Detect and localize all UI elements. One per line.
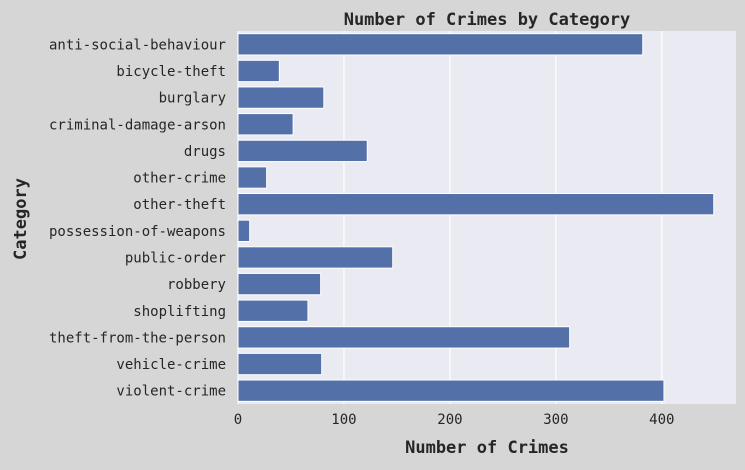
y-tick-label: possession-of-weapons xyxy=(49,224,226,240)
bar-other-crime xyxy=(237,166,268,189)
x-tick-label: 300 xyxy=(543,412,568,428)
bar-drugs xyxy=(237,139,368,163)
y-tick-label: anti-social-behaviour xyxy=(49,37,226,53)
y-tick-label: theft-from-the-person xyxy=(49,330,226,346)
y-tick-label: drugs xyxy=(184,144,226,160)
bar-possession-of-weapons xyxy=(237,219,251,242)
bar-public-order xyxy=(237,246,394,269)
y-tick-labels: anti-social-behaviour bicycle-theft burgla… xyxy=(49,37,226,399)
y-tick-label: vehicle-crime xyxy=(116,357,226,373)
bar-robbery xyxy=(237,272,322,296)
bar-shoplifting xyxy=(237,299,309,322)
x-tick-label: 200 xyxy=(437,412,462,428)
bar-violent-crime xyxy=(237,379,665,402)
y-tick-label: violent-crime xyxy=(116,384,226,400)
x-axis-label: Number of Crimes xyxy=(405,438,569,458)
bar-burglary xyxy=(237,86,325,109)
y-tick-label: other-theft xyxy=(133,197,226,213)
y-axis-label: Category xyxy=(11,178,31,260)
x-tick-label: 100 xyxy=(331,412,356,428)
x-tick-labels: 0 100 200 300 400 xyxy=(234,412,675,428)
y-tick-label: bicycle-theft xyxy=(116,64,226,80)
bar-vehicle-crime xyxy=(237,352,323,376)
chart-title: Number of Crimes by Category xyxy=(344,10,631,30)
bar-other-theft xyxy=(237,193,715,216)
x-tick-label: 400 xyxy=(649,412,674,428)
y-tick-label: robbery xyxy=(167,277,226,293)
bar-anti-social-behaviour xyxy=(237,33,644,56)
bar-bicycle-theft xyxy=(237,59,280,83)
y-tick-label: criminal-damage-arson xyxy=(49,117,226,133)
x-tick-label: 0 xyxy=(234,412,242,428)
bars xyxy=(237,33,715,402)
y-tick-label: burglary xyxy=(159,91,226,107)
y-tick-label: other-crime xyxy=(133,171,226,187)
y-tick-label: shoplifting xyxy=(133,304,226,320)
bar-criminal-damage-arson xyxy=(237,113,294,136)
bar-theft-from-the-person xyxy=(237,326,571,349)
y-tick-label: public-order xyxy=(125,250,226,266)
